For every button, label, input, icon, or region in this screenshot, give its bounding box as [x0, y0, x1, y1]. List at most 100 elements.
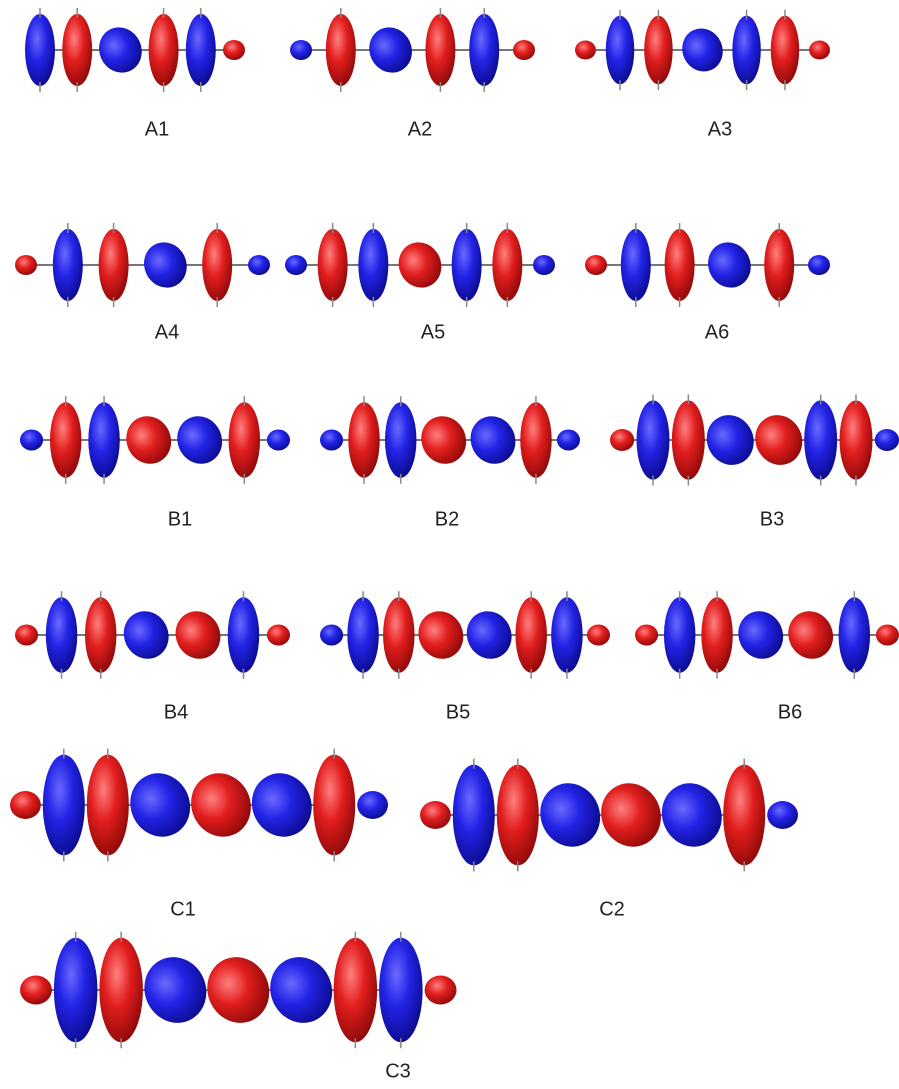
- orbital-lobe: [606, 16, 635, 84]
- orbital-lobe: [50, 402, 82, 478]
- orbital-image: [635, 591, 899, 679]
- panel-label: C2: [599, 898, 625, 920]
- panel-label: A3: [708, 118, 732, 140]
- panel-label: C1: [170, 898, 196, 920]
- orbital-lobe: [267, 625, 290, 646]
- orbital-lobe: [290, 40, 312, 60]
- orbital-lobe: [875, 429, 899, 451]
- orbital-lobe: [43, 755, 85, 856]
- orbital-lobe: [530, 773, 611, 856]
- orbital-lobe: [358, 229, 388, 301]
- panel-label: B3: [760, 508, 784, 530]
- orbital-lobe: [326, 14, 356, 86]
- figure: A1A2A3A4A5A6B1B2B3B4B5B6C1C2C3: [0, 0, 899, 1089]
- orbital-lobe: [497, 765, 539, 866]
- orbital-lobe: [809, 41, 830, 60]
- orbital-lobe: [202, 229, 232, 301]
- orbital-image: [575, 10, 830, 90]
- orbital-lobe: [20, 976, 52, 1005]
- orbital-lobe: [732, 16, 761, 84]
- panel-label: C3: [385, 1060, 411, 1082]
- orbital-image: [15, 591, 290, 679]
- orbital-lobe: [701, 235, 759, 294]
- orbital-lobe: [808, 255, 830, 275]
- orbital-image: [290, 8, 535, 92]
- orbital-lobe: [764, 229, 794, 301]
- orbital-lobe: [731, 604, 791, 666]
- orbital-image: [10, 749, 388, 862]
- orbital-lobe: [99, 229, 129, 301]
- orbital-lobe: [780, 604, 840, 666]
- orbital-lobe: [169, 409, 229, 471]
- orbital-lobe: [46, 597, 78, 673]
- orbital-lobe: [186, 14, 216, 86]
- orbital-lobe: [318, 229, 348, 301]
- orbital-lobe: [463, 409, 523, 471]
- orbital-lobe: [425, 14, 455, 86]
- orbital-lobe: [228, 597, 260, 673]
- orbital-lobe: [119, 409, 179, 471]
- orbital-lobe: [25, 14, 55, 86]
- orbital-lobe: [285, 255, 307, 275]
- orbital-lobe: [20, 430, 43, 451]
- panel-label: A1: [145, 118, 169, 140]
- orbital-image: [585, 223, 830, 307]
- panel-label: A2: [408, 118, 432, 140]
- orbital-lobe: [53, 229, 83, 301]
- orbital-lobe: [459, 604, 519, 666]
- orbital-lobe: [357, 791, 388, 819]
- orbital-lobe: [723, 765, 765, 866]
- orbital-image: [20, 932, 456, 1048]
- orbital-lobe: [229, 402, 260, 478]
- orbital-lobe: [492, 229, 522, 301]
- panel-label: A6: [705, 321, 729, 343]
- orbital-lobe: [876, 625, 899, 646]
- panel-label: B2: [435, 508, 459, 530]
- orbital-lobe: [149, 14, 179, 86]
- orbital-lobe: [557, 430, 580, 451]
- orbital-lobe: [134, 947, 217, 1033]
- orbital-lobe: [839, 597, 871, 673]
- orbital-lobe: [452, 229, 482, 301]
- orbital-lobe: [197, 947, 280, 1033]
- orbital-lobe: [699, 407, 762, 472]
- orbital-lobe: [137, 235, 195, 294]
- orbital-lobe: [585, 255, 607, 275]
- orbital-lobe: [92, 20, 150, 79]
- orbital-lobe: [675, 22, 730, 78]
- orbital-lobe: [701, 597, 733, 673]
- orbital-lobe: [672, 400, 705, 479]
- orbital-lobe: [665, 229, 695, 301]
- orbital-lobe: [513, 40, 535, 60]
- orbital-lobe: [839, 400, 872, 479]
- orbital-image: [320, 396, 580, 484]
- orbital-lobe: [469, 14, 499, 86]
- orbital-image: [610, 394, 899, 485]
- orbital-lobe: [383, 597, 415, 673]
- orbital-lobe: [644, 16, 673, 84]
- panel-label: A5: [421, 321, 445, 343]
- orbital-lobe: [248, 255, 270, 275]
- orbital-lobe: [320, 430, 343, 451]
- orbital-lobe: [391, 235, 449, 294]
- orbital-lobe: [453, 765, 495, 866]
- orbital-lobe: [120, 763, 201, 846]
- orbital-lobe: [621, 229, 651, 301]
- orbital-lobe: [99, 938, 142, 1042]
- orbital-lobe: [425, 976, 457, 1005]
- orbital-lobe: [223, 40, 245, 60]
- orbital-lobe: [379, 938, 423, 1042]
- orbital-lobe: [334, 938, 378, 1042]
- orbital-lobe: [533, 255, 555, 275]
- orbital-lobe: [420, 801, 451, 829]
- panel-label: A4: [155, 321, 179, 343]
- orbital-lobe: [168, 604, 228, 666]
- orbital-lobe: [362, 20, 420, 79]
- orbital-lobe: [804, 400, 837, 479]
- panel-label: B6: [778, 701, 802, 723]
- orbital-lobe: [116, 604, 176, 666]
- orbital-image: [20, 396, 290, 484]
- panel-label: B1: [168, 508, 192, 530]
- orbital-lobe: [767, 801, 798, 829]
- orbital-lobe: [637, 400, 670, 479]
